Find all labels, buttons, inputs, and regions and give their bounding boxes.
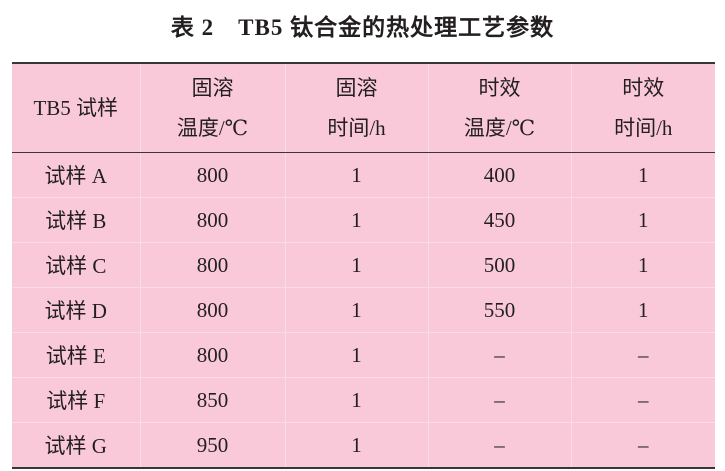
- table-cell: 550: [427, 287, 571, 333]
- column-header-line: 时间/h: [327, 116, 386, 140]
- table-title: 表 2 TB5 钛合金的热处理工艺参数: [170, 15, 555, 40]
- table-row: 试样 D 800 1 550 1: [12, 287, 715, 333]
- table-cell: 450: [427, 197, 571, 243]
- table-row: 试样 C 800 1 500 1: [12, 242, 715, 288]
- column-header-line: 时间/h: [614, 116, 673, 140]
- column-header: 固溶时间/h: [284, 63, 428, 153]
- table-cell: 试样 F: [12, 377, 140, 423]
- table-cell: –: [427, 332, 571, 378]
- table-cell: 试样 D: [12, 287, 140, 333]
- header-row: TB5 试样 固溶 温度/℃ 固溶 时间/h 时效 温度/℃ 时效 时间/h: [12, 63, 715, 153]
- table-cell: 1: [284, 287, 428, 333]
- table-cell: 试样 E: [12, 332, 140, 378]
- table-row: 试样 B 800 1 450 1: [12, 197, 715, 243]
- column-header-line: 时效: [622, 76, 665, 100]
- table-cell: 1: [284, 332, 428, 378]
- heat-treatment-table: TB5 试样 固溶 温度/℃ 固溶 时间/h 时效 温度/℃ 时效 时间/h 试样 A 800 1 4…: [12, 62, 715, 469]
- column-header-line: 温度/℃: [176, 116, 249, 140]
- table-cell: 1: [284, 377, 428, 423]
- table-cell: 500: [427, 242, 571, 288]
- table-cell: 试样 B: [12, 197, 140, 243]
- table-cell: –: [427, 377, 571, 423]
- table-cell: 1: [284, 197, 428, 243]
- table-cell: –: [570, 377, 715, 423]
- table-cell: 1: [570, 287, 715, 333]
- column-header: TB5 试样: [12, 63, 140, 153]
- column-header-line: 固溶: [335, 76, 378, 100]
- table-cell: –: [427, 422, 571, 468]
- column-header: 时效时间/h: [570, 63, 715, 153]
- table-cell: –: [570, 332, 715, 378]
- table-cell: 800: [139, 197, 285, 243]
- table-cell: 800: [139, 242, 285, 288]
- table-cell: –: [570, 422, 715, 468]
- table-cell: 试样 C: [12, 242, 140, 288]
- table-row: 试样 E 800 1– –: [12, 332, 715, 378]
- table-cell: 850: [139, 377, 285, 423]
- table-cell: 试样 G: [12, 422, 140, 468]
- column-header: 固溶温度/℃: [139, 63, 285, 153]
- column-header-line: 温度/℃: [463, 116, 536, 140]
- table-cell: 1: [570, 197, 715, 243]
- column-header: 时效温度/℃: [427, 63, 571, 153]
- table-cell: 试样 A: [44, 164, 107, 188]
- column-header-line: TB5 试样: [33, 96, 119, 120]
- table-cell: 1: [284, 242, 428, 288]
- table-row: 试样 F 850 1– –: [12, 377, 715, 423]
- table-row: 试样 A 800 1 400 1: [12, 152, 715, 198]
- table-cell: 400: [427, 152, 571, 198]
- table-cell: 800: [139, 287, 285, 333]
- column-header-line: 固溶: [191, 76, 234, 100]
- table-cell: 1: [570, 242, 715, 288]
- table-cell: 800: [139, 152, 285, 198]
- table-cell: 800: [139, 332, 285, 378]
- column-header-line: 时效: [478, 76, 521, 100]
- table-cell: 950: [139, 422, 285, 468]
- table-cell: 1: [284, 152, 428, 198]
- table-cell: 1: [570, 152, 715, 198]
- table-row: 试样 G 950 1– –: [12, 422, 715, 468]
- table-cell: 1: [284, 422, 428, 468]
